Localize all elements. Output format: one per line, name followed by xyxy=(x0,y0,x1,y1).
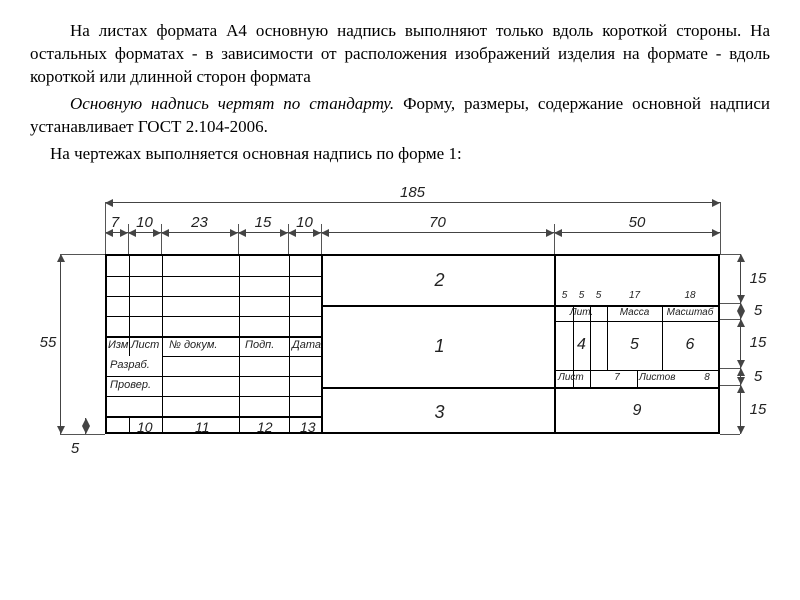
row-line-1 xyxy=(107,276,323,277)
num-12: 12 xyxy=(257,419,273,435)
lbl-list2: Лист xyxy=(556,372,598,383)
dim-7-line xyxy=(105,232,128,233)
dim-r15a-line xyxy=(740,254,741,303)
dim-s5c: 5 xyxy=(590,290,607,301)
row-line-3 xyxy=(107,316,323,317)
num-2: 2 xyxy=(323,270,556,291)
paragraph-2: Основную надпись чертят по стандарту. Фо… xyxy=(30,93,770,139)
num-6: 6 xyxy=(662,336,718,354)
num-3: 3 xyxy=(323,402,556,423)
row-line-8 xyxy=(107,416,323,418)
title-block-diagram: 185 7 10 23 15 10 70 50 55 5 15 5 15 5 1… xyxy=(30,184,770,484)
lbl-ndoc: № докум. xyxy=(169,339,217,351)
lbl-razrab2: Разраб. xyxy=(110,359,150,371)
dim-50: 50 xyxy=(554,214,720,231)
lbl-massa: Масса xyxy=(607,307,662,318)
dim-r15c: 15 xyxy=(748,401,768,418)
num-9: 9 xyxy=(556,402,718,420)
dim-23-line xyxy=(161,232,238,233)
lbl-izm: Изм xyxy=(108,339,128,351)
dim-23: 23 xyxy=(161,214,238,231)
dim-70-line xyxy=(321,232,554,233)
dim-r5a: 5 xyxy=(748,302,768,319)
dim-r5b-line xyxy=(740,368,741,385)
dim-r15b-line xyxy=(740,319,741,368)
dim-10b-line xyxy=(288,232,321,233)
g-row-4 xyxy=(556,387,718,389)
num-5: 5 xyxy=(607,336,662,354)
row-line-2 xyxy=(107,296,323,297)
dim-s5b: 5 xyxy=(573,290,590,301)
num-13: 13 xyxy=(300,419,316,435)
dim-15-line xyxy=(238,232,288,233)
dim-r15b: 15 xyxy=(748,334,768,351)
num-8: 8 xyxy=(697,372,717,383)
num-7: 7 xyxy=(602,372,632,383)
title-block-frame: Изм Лист № докум. Подп. Дата Разраб. Про… xyxy=(105,254,720,434)
dim-50-line xyxy=(554,232,720,233)
num-10: 10 xyxy=(137,419,153,435)
row-line-4 xyxy=(107,336,323,338)
lbl-list: Лист xyxy=(131,339,159,351)
num-1: 1 xyxy=(323,336,556,357)
dim-r5a-line xyxy=(740,303,741,319)
lbl-prover2: Провер. xyxy=(110,379,151,391)
dim-r5b: 5 xyxy=(748,368,768,385)
dim-s5a: 5 xyxy=(556,290,573,301)
paragraph-3: На чертежах выполняется основная надпись… xyxy=(30,143,770,166)
dim-s18: 18 xyxy=(662,290,718,301)
g-row-2 xyxy=(556,321,718,322)
num-11: 11 xyxy=(195,419,210,435)
center-row-2 xyxy=(323,387,556,389)
lbl-data: Дата xyxy=(292,339,321,351)
dim-185: 185 xyxy=(105,184,720,201)
lbl-lit: Лит. xyxy=(556,307,607,318)
dim-r15a: 15 xyxy=(748,270,768,287)
dim-55: 55 xyxy=(38,334,58,351)
dim-10b: 10 xyxy=(288,214,321,231)
dim-185-line xyxy=(105,202,720,203)
dim-5b: 5 xyxy=(68,440,82,457)
dim-10-line xyxy=(128,232,161,233)
dim-55-line xyxy=(60,254,61,434)
lbl-podp: Подп. xyxy=(245,339,274,351)
num-4: 4 xyxy=(556,336,607,354)
lbl-listov: Листов xyxy=(637,372,689,383)
paragraph-1: На листах формата А4 основную надпись вы… xyxy=(30,20,770,89)
lbl-mash: Масштаб xyxy=(662,307,718,318)
dim-5b-line xyxy=(85,418,86,434)
dim-15: 15 xyxy=(238,214,288,231)
dim-r15c-line xyxy=(740,385,741,434)
p2-italic: Основную надпись чертят по стандарту. xyxy=(70,94,394,113)
dim-s17: 17 xyxy=(607,290,662,301)
dim-10: 10 xyxy=(128,214,161,231)
dim-70: 70 xyxy=(321,214,554,231)
center-row-1 xyxy=(323,305,556,307)
